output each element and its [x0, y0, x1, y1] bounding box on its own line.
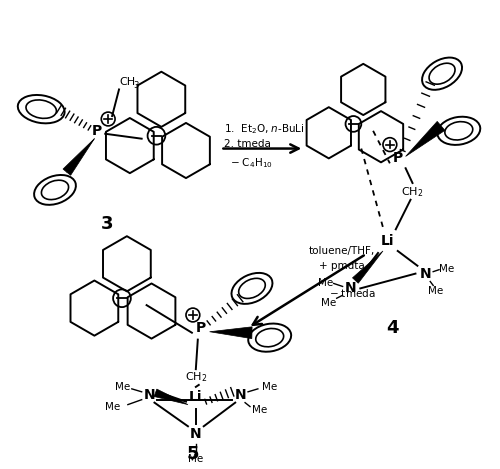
- Text: Me: Me: [321, 298, 336, 308]
- Polygon shape: [63, 139, 94, 175]
- Text: 1.  Et$_2$O, $n$-BuLi: 1. Et$_2$O, $n$-BuLi: [224, 122, 305, 136]
- Text: 5: 5: [186, 445, 199, 463]
- Text: Me: Me: [252, 405, 267, 415]
- Text: Me: Me: [104, 401, 120, 412]
- Text: P: P: [92, 124, 102, 138]
- Text: + pmdta: + pmdta: [319, 261, 364, 271]
- Polygon shape: [406, 121, 445, 157]
- Text: CH$_2$: CH$_2$: [184, 370, 207, 384]
- Text: P: P: [196, 321, 206, 335]
- Text: CH$_2$: CH$_2$: [402, 185, 423, 199]
- Polygon shape: [154, 389, 188, 405]
- Text: Me: Me: [262, 382, 277, 392]
- Text: N: N: [190, 427, 202, 441]
- Text: 3: 3: [134, 81, 139, 90]
- Text: N: N: [420, 266, 431, 280]
- Text: Li: Li: [381, 234, 394, 248]
- Text: CH: CH: [119, 76, 135, 87]
- Text: Me: Me: [440, 264, 454, 274]
- Polygon shape: [210, 327, 252, 339]
- Text: $-$ C$_4$H$_{10}$: $-$ C$_4$H$_{10}$: [230, 157, 273, 170]
- Text: 3: 3: [101, 215, 114, 234]
- Text: Me: Me: [428, 287, 443, 296]
- Text: Me: Me: [114, 382, 130, 392]
- Text: 2. tmeda: 2. tmeda: [224, 139, 272, 149]
- Text: toluene/THF,: toluene/THF,: [309, 246, 376, 256]
- Text: Me: Me: [188, 454, 204, 464]
- Text: P: P: [392, 151, 403, 166]
- Text: N: N: [144, 388, 156, 402]
- Polygon shape: [352, 251, 383, 283]
- Text: $-$ tmeda: $-$ tmeda: [329, 287, 376, 299]
- Text: Li: Li: [189, 390, 202, 404]
- Text: Me: Me: [318, 279, 334, 288]
- Text: 4: 4: [386, 319, 399, 337]
- Text: N: N: [344, 281, 356, 295]
- Text: N: N: [234, 388, 246, 402]
